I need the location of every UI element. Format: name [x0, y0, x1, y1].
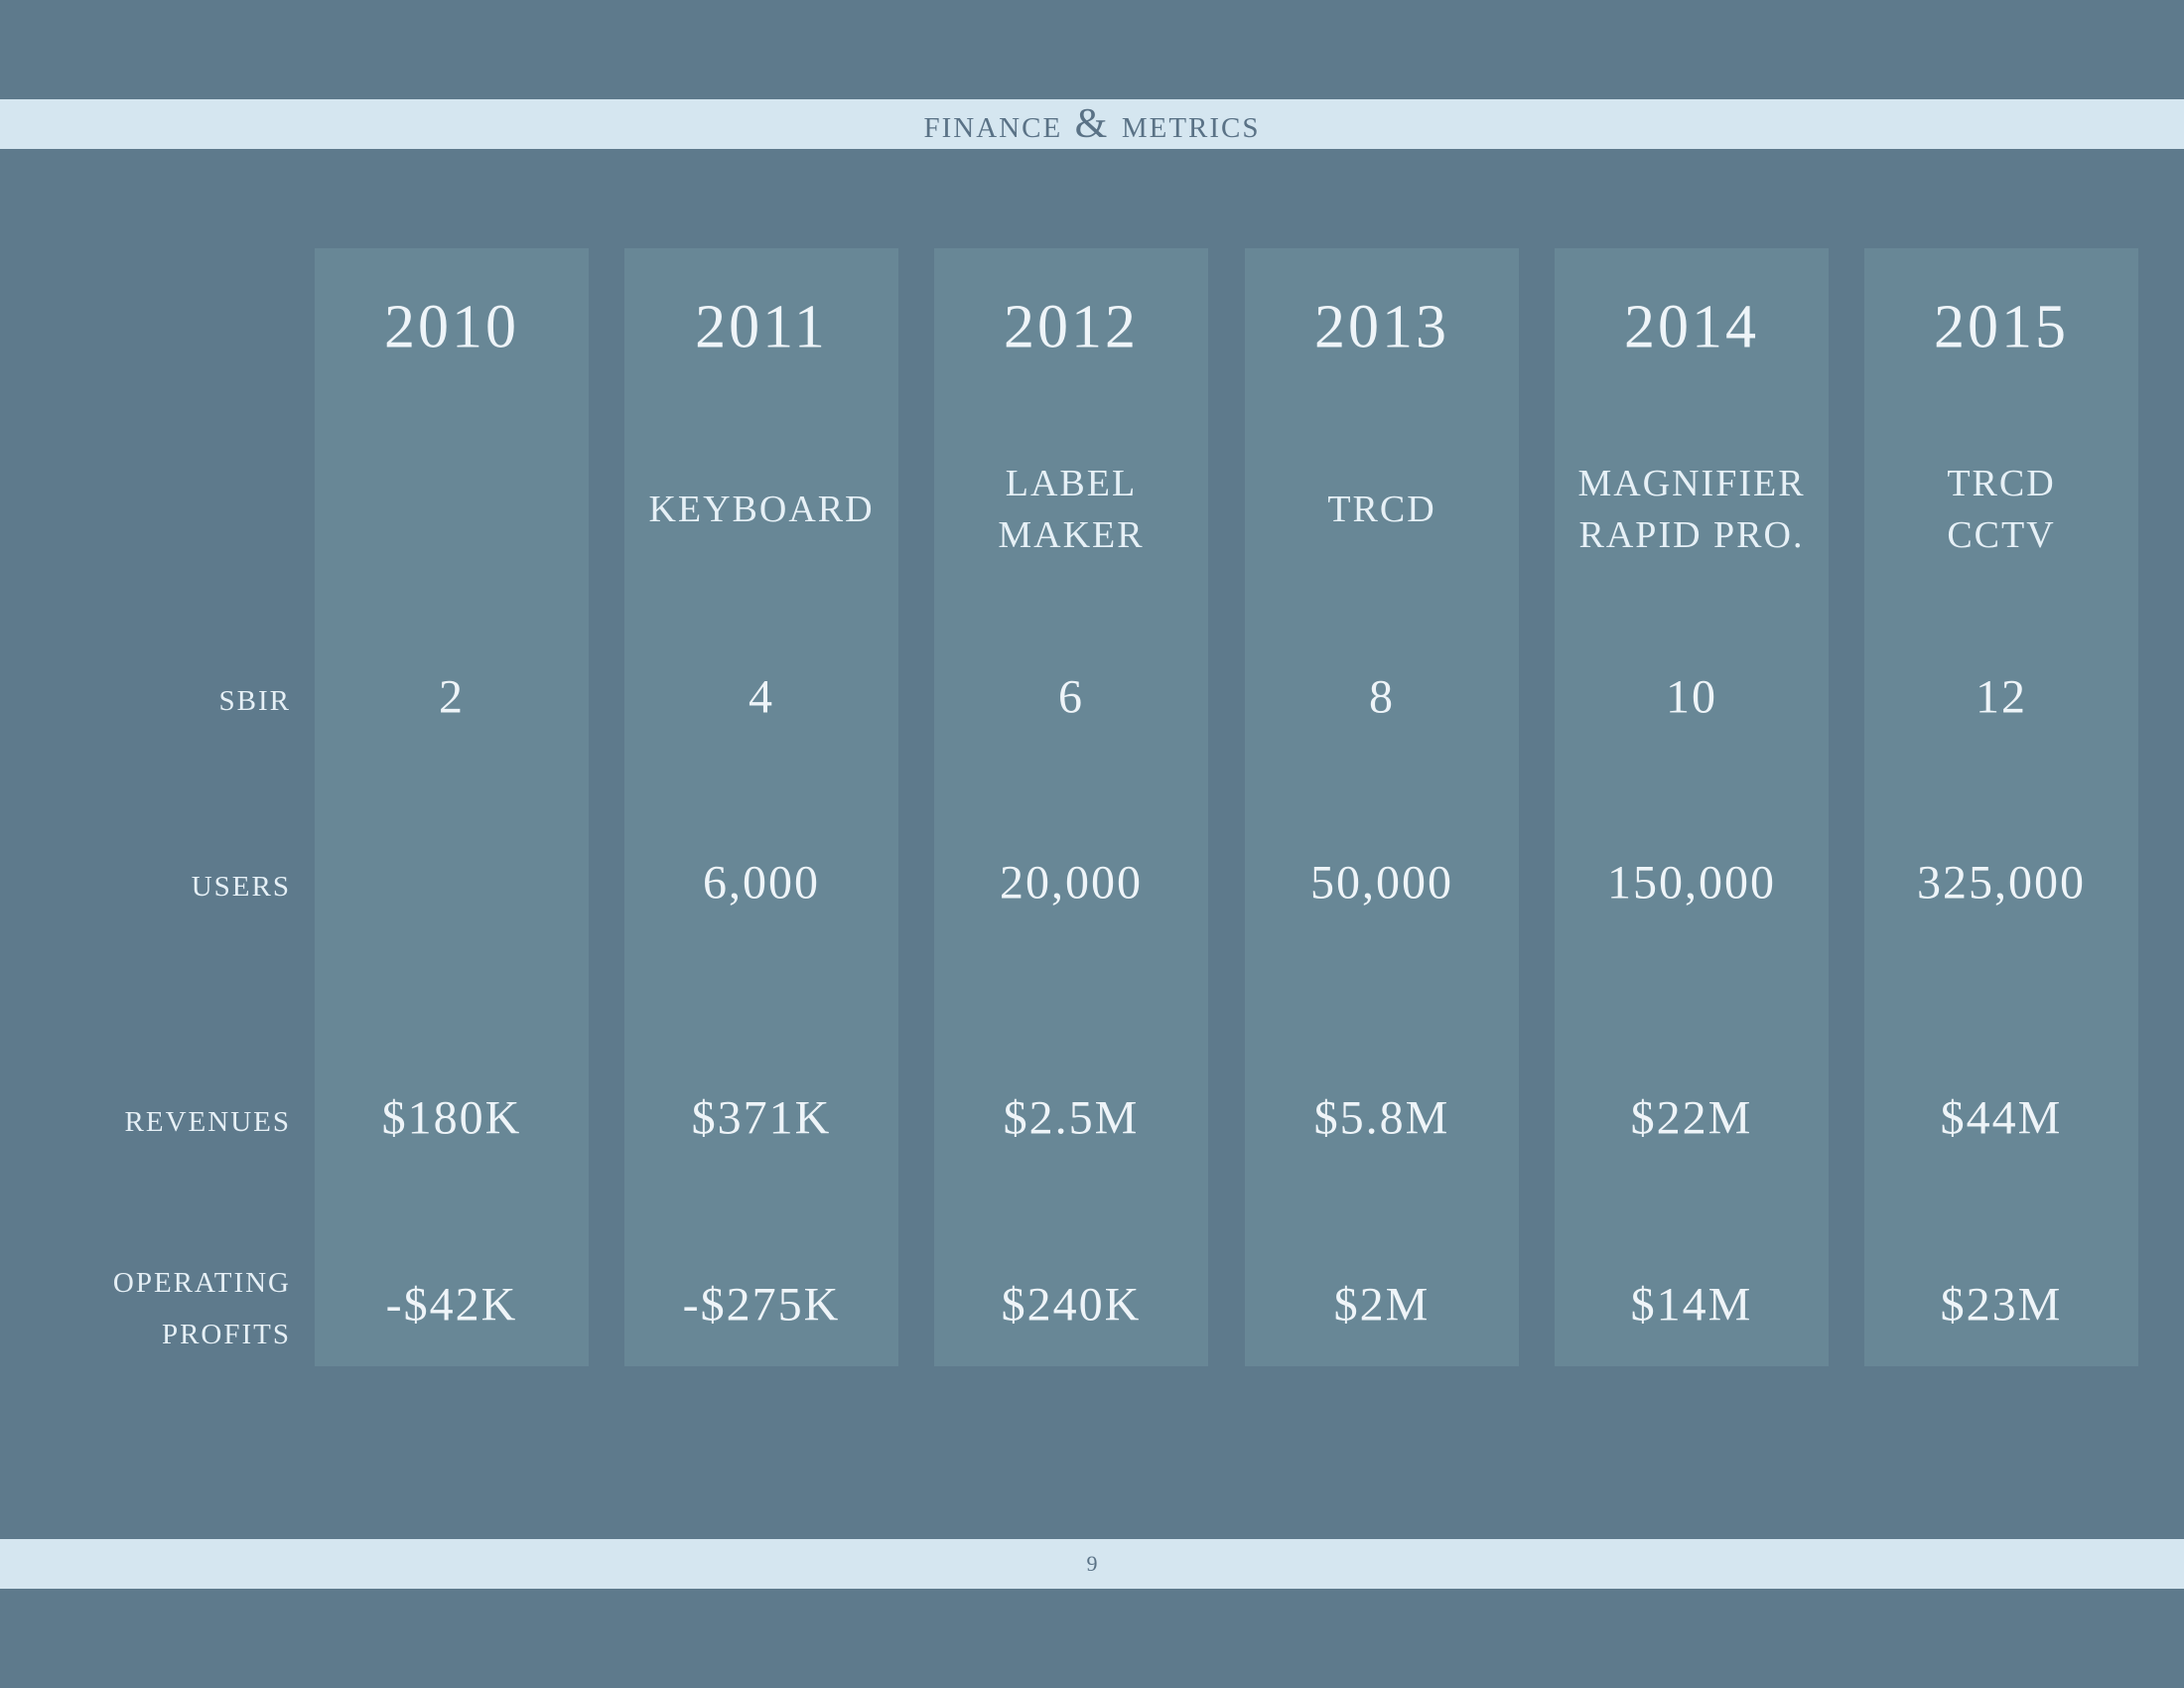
users-value: 20,000 [1000, 856, 1143, 910]
sbir-value: 2 [439, 670, 465, 724]
year-column-2010: 2010 2 $180K -$42K [315, 248, 589, 1366]
product-label: TRCD [1327, 489, 1436, 530]
header-band: FINANCE & METRICS [0, 99, 2184, 149]
revenues-value: $22M [1630, 1091, 1753, 1145]
users-value: 325,000 [1917, 856, 2086, 910]
revenues-value: $2.5M [1003, 1091, 1140, 1145]
page-title: FINANCE & METRICS [923, 101, 1261, 147]
row-label-operating-profits: OPERATING PROFITS [112, 1256, 291, 1353]
year-label: 2010 [384, 293, 519, 361]
year-label: 2014 [1624, 293, 1759, 361]
sbir-value: 10 [1666, 670, 1717, 724]
year-label: 2013 [1314, 293, 1449, 361]
operating-profits-value: -$275K [682, 1278, 841, 1332]
row-label-revenues: REVENUES [124, 1095, 291, 1141]
revenues-value: $180K [381, 1091, 522, 1145]
operating-profits-value: $240K [1001, 1278, 1142, 1332]
row-label-users: USERS [191, 860, 291, 906]
product-label: LABEL MAKER [998, 463, 1145, 556]
year-label: 2012 [1004, 293, 1139, 361]
product-label: KEYBOARD [648, 489, 875, 530]
revenues-value: $5.8M [1313, 1091, 1450, 1145]
year-column-2014: 2014 MAGNIFIER RAPID PRO. 10 150,000 $22… [1555, 248, 1829, 1366]
sbir-value: 8 [1369, 670, 1395, 724]
users-value: 6,000 [703, 856, 820, 910]
year-column-2011: 2011 KEYBOARD 4 6,000 $371K -$275K [624, 248, 898, 1366]
product-label: MAGNIFIER RAPID PRO. [1577, 463, 1806, 556]
footer-band: 9 [0, 1539, 2184, 1589]
operating-profits-value: $23M [1940, 1278, 2063, 1332]
year-label: 2015 [1934, 293, 2069, 361]
product-label: TRCD CCTV [1947, 463, 2056, 556]
users-value: 50,000 [1310, 856, 1453, 910]
sbir-value: 6 [1058, 670, 1084, 724]
sbir-value: 12 [1976, 670, 2027, 724]
revenues-value: $44M [1940, 1091, 2063, 1145]
operating-profits-value: $2M [1333, 1278, 1431, 1332]
row-label-sbir: SBIR [218, 674, 291, 720]
year-column-2015: 2015 TRCD CCTV 12 325,000 $44M $23M [1864, 248, 2138, 1366]
year-column-2012: 2012 LABEL MAKER 6 20,000 $2.5M $240K [934, 248, 1208, 1366]
year-column-2013: 2013 TRCD 8 50,000 $5.8M $2M [1245, 248, 1519, 1366]
operating-profits-value: -$42K [385, 1278, 518, 1332]
page-number: 9 [1086, 1551, 1098, 1576]
operating-profits-value: $14M [1630, 1278, 1753, 1332]
sbir-value: 4 [749, 670, 774, 724]
users-value: 150,000 [1607, 856, 1776, 910]
revenues-value: $371K [691, 1091, 832, 1145]
year-label: 2011 [695, 293, 828, 361]
